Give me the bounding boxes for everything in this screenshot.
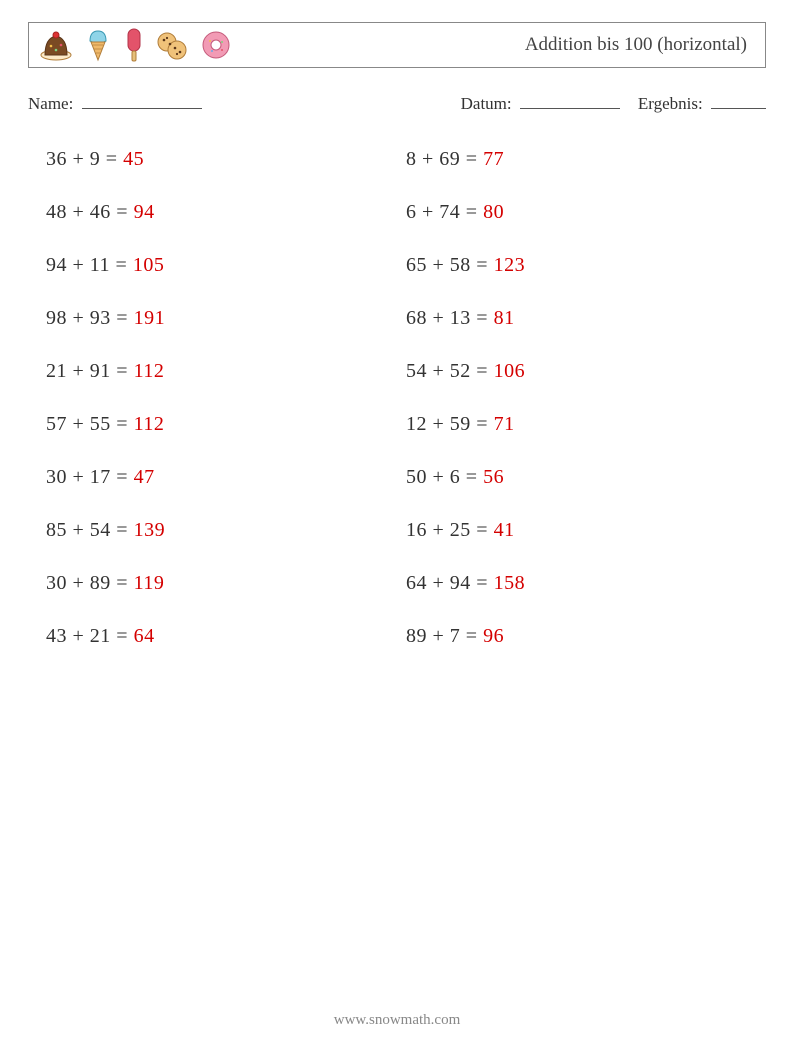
problem-row: 57 + 55 = 112 xyxy=(46,413,406,436)
problem-expression: 48 + 46 = xyxy=(46,201,134,223)
name-blank[interactable] xyxy=(82,92,202,109)
problem-answer: 158 xyxy=(494,572,526,594)
problem-row: 43 + 21 = 64 xyxy=(46,625,406,648)
problem-expression: 89 + 7 = xyxy=(406,625,483,647)
header-icons xyxy=(39,26,233,64)
problem-expression: 54 + 52 = xyxy=(406,360,494,382)
problem-answer: 106 xyxy=(494,360,526,382)
problem-answer: 105 xyxy=(133,254,165,276)
problem-row: 48 + 46 = 94 xyxy=(46,201,406,224)
problem-expression: 16 + 25 = xyxy=(406,519,494,541)
problem-expression: 68 + 13 = xyxy=(406,307,494,329)
problems-column-right: 8 + 69 = 77 6 + 74 = 80 65 + 58 = 123 68 + … xyxy=(406,148,766,678)
problem-answer: 112 xyxy=(134,360,165,382)
datum-label: Datum: xyxy=(461,94,512,113)
problem-expression: 8 + 69 = xyxy=(406,148,483,170)
problem-row: 12 + 59 = 71 xyxy=(406,413,766,436)
ergebnis-blank[interactable] xyxy=(711,92,766,109)
problem-row: 54 + 52 = 106 xyxy=(406,360,766,383)
problem-answer: 71 xyxy=(494,413,515,435)
problem-answer: 191 xyxy=(134,307,166,329)
problem-expression: 50 + 6 = xyxy=(406,466,483,488)
ergebnis-label: Ergebnis: xyxy=(638,94,703,113)
problem-answer: 80 xyxy=(483,201,504,223)
problem-expression: 43 + 21 = xyxy=(46,625,134,647)
problem-answer: 119 xyxy=(134,572,165,594)
problems-column-left: 36 + 9 = 45 48 + 46 = 94 94 + 11 = 105 98 +… xyxy=(46,148,406,678)
pudding-icon xyxy=(39,28,73,62)
problem-expression: 85 + 54 = xyxy=(46,519,134,541)
problem-expression: 12 + 59 = xyxy=(406,413,494,435)
problem-row: 89 + 7 = 96 xyxy=(406,625,766,648)
problem-answer: 56 xyxy=(483,466,504,488)
problem-row: 8 + 69 = 77 xyxy=(406,148,766,171)
problem-row: 30 + 17 = 47 xyxy=(46,466,406,489)
problem-answer: 47 xyxy=(134,466,155,488)
problem-expression: 30 + 89 = xyxy=(46,572,134,594)
problem-answer: 123 xyxy=(494,254,526,276)
problem-answer: 96 xyxy=(483,625,504,647)
footer-link[interactable]: www.snowmath.com xyxy=(0,1012,794,1029)
icecream-cone-icon xyxy=(83,27,113,63)
datum-blank[interactable] xyxy=(520,92,620,109)
problem-row: 36 + 9 = 45 xyxy=(46,148,406,171)
problem-row: 64 + 94 = 158 xyxy=(406,572,766,595)
problem-row: 21 + 91 = 112 xyxy=(46,360,406,383)
problem-row: 94 + 11 = 105 xyxy=(46,254,406,277)
problem-expression: 30 + 17 = xyxy=(46,466,134,488)
problem-expression: 65 + 58 = xyxy=(406,254,494,276)
problem-expression: 57 + 55 = xyxy=(46,413,134,435)
problem-row: 98 + 93 = 191 xyxy=(46,307,406,330)
problem-expression: 94 + 11 = xyxy=(46,254,133,276)
name-label: Name: xyxy=(28,94,73,113)
problem-expression: 36 + 9 = xyxy=(46,148,123,170)
problem-row: 50 + 6 = 56 xyxy=(406,466,766,489)
problem-answer: 45 xyxy=(123,148,144,170)
problem-answer: 41 xyxy=(494,519,515,541)
problem-answer: 139 xyxy=(134,519,166,541)
problem-answer: 112 xyxy=(134,413,165,435)
worksheet-title: Addition bis 100 (horizontal) xyxy=(525,34,747,56)
problem-expression: 98 + 93 = xyxy=(46,307,134,329)
header-box: Addition bis 100 (horizontal) xyxy=(28,22,766,68)
problem-row: 65 + 58 = 123 xyxy=(406,254,766,277)
problem-expression: 64 + 94 = xyxy=(406,572,494,594)
problem-answer: 81 xyxy=(494,307,515,329)
donut-icon xyxy=(199,28,233,62)
problem-row: 68 + 13 = 81 xyxy=(406,307,766,330)
problem-row: 85 + 54 = 139 xyxy=(46,519,406,542)
popsicle-icon xyxy=(123,26,145,64)
problem-expression: 21 + 91 = xyxy=(46,360,134,382)
cookie-icon xyxy=(155,28,189,62)
problems-grid: 36 + 9 = 45 48 + 46 = 94 94 + 11 = 105 98 +… xyxy=(28,148,766,678)
problem-answer: 77 xyxy=(483,148,504,170)
meta-row: Name: Datum: Ergebnis: xyxy=(28,92,766,114)
problem-expression: 6 + 74 = xyxy=(406,201,483,223)
problem-row: 6 + 74 = 80 xyxy=(406,201,766,224)
problem-row: 16 + 25 = 41 xyxy=(406,519,766,542)
problem-answer: 64 xyxy=(134,625,155,647)
problem-row: 30 + 89 = 119 xyxy=(46,572,406,595)
problem-answer: 94 xyxy=(134,201,155,223)
